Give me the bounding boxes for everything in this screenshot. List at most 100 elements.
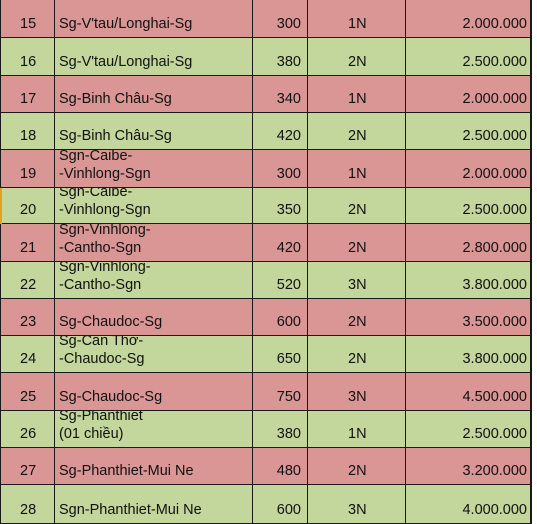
price-cell[interactable]: 2.500.000 (406, 38, 531, 76)
row-number-cell[interactable]: 19 (0, 150, 55, 188)
table-row: 27 Sg-Phanthiet-Mui Ne 480 2N 3.200.000 (0, 448, 531, 485)
row-number-cell[interactable]: 21 (0, 224, 55, 262)
route-cell[interactable]: Sgn-Phanthiet-Mui Ne (55, 485, 253, 524)
route-cell[interactable]: Sg-Binh Châu-Sg (55, 113, 253, 150)
route-cell[interactable]: Sg-Binh Châu-Sg (55, 76, 253, 113)
days-cell[interactable]: 3N (308, 485, 406, 524)
distance-cell[interactable]: 420 (253, 113, 308, 150)
route-text: Sg-Chaudoc-Sg (59, 388, 162, 406)
row-number-cell[interactable]: 25 (0, 373, 55, 411)
route-line: Sg-Binh Châu-Sg (59, 128, 172, 144)
days-cell[interactable]: 3N (308, 262, 406, 299)
route-line: Sg-Cần Thơ- (59, 336, 144, 349)
days-cell[interactable]: 3N (308, 373, 406, 411)
route-cell[interactable]: Sg-Phanthiet (01 chiều) (55, 411, 253, 448)
distance-text: 340 (276, 91, 301, 107)
row-number-cell[interactable]: 24 (0, 336, 55, 373)
days-cell[interactable]: 2N (308, 188, 406, 224)
price-cell[interactable]: 2.000.000 (406, 150, 531, 188)
days-cell[interactable]: 2N (308, 336, 406, 373)
days-cell[interactable]: 2N (308, 38, 406, 76)
days-cell[interactable]: 1N (308, 0, 406, 38)
route-cell[interactable]: Sg-Chaudoc-Sg (55, 299, 253, 336)
table-row: 26 Sg-Phanthiet (01 chiều) 380 1N 2.500.000 (0, 411, 531, 448)
price-cell[interactable]: 3.800.000 (406, 336, 531, 373)
route-line: -Chaudoc-Sg (59, 351, 145, 367)
route-text: Sg-V'tau/Longhai-Sg (59, 53, 192, 71)
days-text: 2N (348, 240, 367, 256)
route-cell[interactable]: Sg-V'tau/Longhai-Sg (55, 38, 253, 76)
days-cell[interactable]: 1N (308, 411, 406, 448)
price-cell[interactable]: 2.000.000 (406, 0, 531, 38)
days-cell[interactable]: 1N (308, 76, 406, 113)
row-number-cell[interactable]: 15 (0, 0, 55, 38)
route-text: Sg-Phanthiet (01 chiều) (59, 411, 143, 443)
price-cell[interactable]: 3.800.000 (406, 262, 531, 299)
price-cell[interactable]: 2.800.000 (406, 224, 531, 262)
row-number-cell[interactable]: 22 (0, 262, 55, 299)
row-number-text: 25 (20, 389, 37, 405)
distance-cell[interactable]: 350 (253, 188, 308, 224)
distance-cell[interactable]: 480 (253, 448, 308, 485)
row-number-cell[interactable]: 18 (0, 113, 55, 150)
table-row: 28 Sgn-Phanthiet-Mui Ne 600 3N 4.000.000 (0, 485, 531, 524)
route-cell[interactable]: Sgn-Vinhlong- -Cantho-Sgn (55, 262, 253, 299)
route-cell[interactable]: Sg-Phanthiet-Mui Ne (55, 448, 253, 485)
distance-cell[interactable]: 420 (253, 224, 308, 262)
distance-text: 650 (276, 351, 301, 367)
route-text: Sg-V'tau/Longhai-Sg (59, 15, 192, 33)
distance-cell[interactable]: 750 (253, 373, 308, 411)
route-cell[interactable]: Sg-Chaudoc-Sg (55, 373, 253, 411)
route-cell[interactable]: Sg-V'tau/Longhai-Sg (55, 0, 253, 38)
price-cell[interactable]: 2.000.000 (406, 76, 531, 113)
route-cell[interactable]: Sgn-Caibe- -Vinhlong-Sgn (55, 188, 253, 224)
days-cell[interactable]: 2N (308, 113, 406, 150)
table-row: 17 Sg-Binh Châu-Sg 340 1N 2.000.000 (0, 76, 531, 113)
distance-cell[interactable]: 600 (253, 485, 308, 524)
distance-cell[interactable]: 380 (253, 38, 308, 76)
distance-cell[interactable]: 340 (253, 76, 308, 113)
row-number-cell[interactable]: 27 (0, 448, 55, 485)
table-row: 25 Sg-Chaudoc-Sg 750 3N 4.500.000 (0, 373, 531, 411)
distance-cell[interactable]: 600 (253, 299, 308, 336)
route-line: -Cantho-Sgn (59, 277, 142, 293)
price-cell[interactable]: 2.500.000 (406, 188, 531, 224)
price-cell[interactable]: 4.500.000 (406, 373, 531, 411)
distance-text: 300 (276, 16, 301, 32)
price-text: 3.800.000 (462, 277, 527, 293)
price-text: 2.800.000 (462, 240, 527, 256)
route-line: Sg-Phanthiet-Mui Ne (59, 463, 194, 479)
days-cell[interactable]: 2N (308, 448, 406, 485)
price-text: 3.800.000 (462, 351, 527, 367)
row-number-cell[interactable]: 20 (0, 188, 55, 224)
price-text: 4.500.000 (462, 389, 527, 405)
price-cell[interactable]: 2.500.000 (406, 411, 531, 448)
days-cell[interactable]: 2N (308, 224, 406, 262)
row-number-text: 22 (20, 277, 37, 293)
route-line: Sgn-Caibe- (59, 150, 133, 164)
route-cell[interactable]: Sg-Cần Thơ- -Chaudoc-Sg (55, 336, 253, 373)
row-number-cell[interactable]: 26 (0, 411, 55, 448)
row-number-cell[interactable]: 17 (0, 76, 55, 113)
days-cell[interactable]: 2N (308, 299, 406, 336)
route-cell[interactable]: Sgn-Caibe- -Vinhlong-Sgn (55, 150, 253, 188)
distance-text: 420 (276, 240, 301, 256)
distance-cell[interactable]: 520 (253, 262, 308, 299)
days-cell[interactable]: 1N (308, 150, 406, 188)
distance-cell[interactable]: 380 (253, 411, 308, 448)
row-number-cell[interactable]: 16 (0, 38, 55, 76)
price-cell[interactable]: 3.200.000 (406, 448, 531, 485)
price-cell[interactable]: 3.500.000 (406, 299, 531, 336)
distance-cell[interactable]: 300 (253, 150, 308, 188)
price-text: 2.500.000 (462, 426, 527, 442)
days-text: 2N (348, 314, 367, 330)
days-text: 2N (348, 463, 367, 479)
price-cell[interactable]: 4.000.000 (406, 485, 531, 524)
distance-cell[interactable]: 650 (253, 336, 308, 373)
route-cell[interactable]: Sgn-Vinhlong- -Cantho-Sgn (55, 224, 253, 262)
price-cell[interactable]: 2.500.000 (406, 113, 531, 150)
distance-cell[interactable]: 300 (253, 0, 308, 38)
row-number-cell[interactable]: 28 (0, 485, 55, 524)
row-number-cell[interactable]: 23 (0, 299, 55, 336)
